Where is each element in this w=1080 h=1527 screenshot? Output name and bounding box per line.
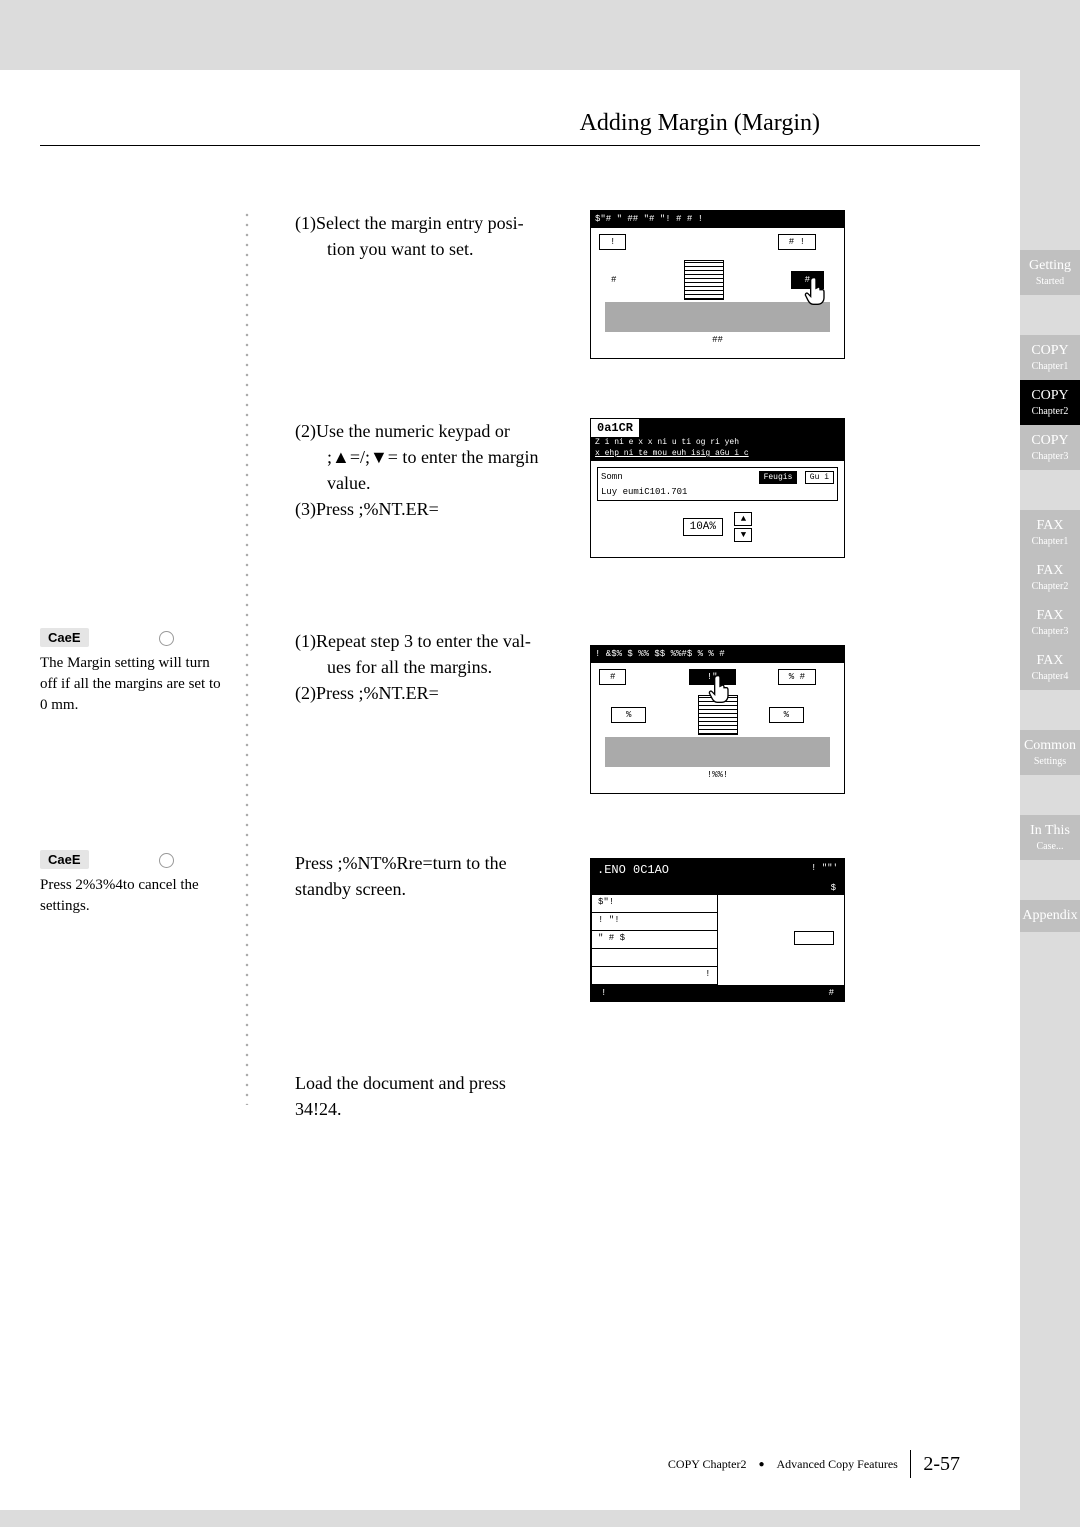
lcd-screen-1: $"# " ## "# "! # # ! ! # ! # # <box>590 210 845 359</box>
nav-tab-appendix-[interactable]: Appendix <box>1020 900 1080 932</box>
step-block-5: Load the document and press 34!24. <box>295 1070 805 1122</box>
nav-tab-main: COPY <box>1020 433 1080 449</box>
lcd-screen-4: .ENO 0C1AO ! ""' $ $"! ! "! " # $ ! <box>590 858 845 1002</box>
lcd4-title: .ENO 0C1AO <box>597 863 669 877</box>
lcd4-footer-right: # <box>829 988 834 998</box>
lcd1-right-button: # <box>791 271 824 289</box>
nav-tab-common-settings[interactable]: Common Settings <box>1020 730 1080 775</box>
lcd3-mid-button: !" <box>689 669 736 685</box>
lcd1-gray-strip <box>605 302 830 332</box>
lcd1-header: $"# " ## "# "! # # ! <box>591 211 844 228</box>
lcd4-row-1: ! "! <box>591 913 718 931</box>
note2-label: CaeE <box>40 850 89 869</box>
nav-tab-main: FAX <box>1020 653 1080 669</box>
nav-tabs-rail: GettingStartedCOPYChapter1COPYChapter2CO… <box>1020 250 1080 932</box>
lcd3-header: ! &$% $ %% $$ %%#$ % % # <box>591 646 844 663</box>
lcd1-tab-left: ! <box>599 234 626 250</box>
lcd3-bottom: !%%! <box>605 767 830 783</box>
footer-bullet-icon: ● <box>758 1459 764 1470</box>
lcd1-tab-right: # ! <box>778 234 816 250</box>
down-arrow-icon: ▼ <box>734 528 752 542</box>
nav-tab-main: FAX <box>1020 608 1080 624</box>
lcd3-tab-left: # <box>599 669 626 685</box>
lcd4-row-0: $"! <box>591 895 718 913</box>
lcd2-row2: Luy eumiC101.701 <box>601 487 834 497</box>
nav-tab-sub: Chapter2 <box>1020 406 1080 417</box>
lcd1-left-label: # <box>611 275 616 285</box>
nav-tab-sub: Chapter1 <box>1020 536 1080 547</box>
nav-tab-copy-chapter3[interactable]: COPY Chapter3 <box>1020 425 1080 470</box>
lcd2-header: 0a1CR Z i ni e x x ni u ti og ri yeh x e… <box>591 419 844 461</box>
note2-text: Press 2%3%4to cancel the settings. <box>40 875 230 917</box>
step5-line2: 34!24. <box>295 1096 805 1122</box>
page-title: Adding Margin (Margin) <box>580 110 820 137</box>
lcd4-footer-left: ! <box>601 988 606 998</box>
lcd4-small-box <box>794 931 834 945</box>
lcd-screen-2: 0a1CR Z i ni e x x ni u ti og ri yeh x e… <box>590 418 845 558</box>
title-rule <box>40 145 980 146</box>
sidebar-note-1: CaeE The Margin setting will turn off if… <box>40 628 230 716</box>
nav-tab-main: COPY <box>1020 388 1080 404</box>
lcd2-value: 10A% <box>683 518 723 536</box>
note1-text: The Margin setting will turn off if all … <box>40 653 230 716</box>
nav-tab-fax-chapter4[interactable]: FAX Chapter4 <box>1020 645 1080 690</box>
lcd-screen-3: ! &$% $ %% $$ %%#$ % % # # !" % # % <box>590 645 845 794</box>
lcd4-top-right: ! ""' <box>811 863 838 877</box>
note-circle-icon <box>159 853 174 868</box>
footer-page-number: 2-57 <box>923 1453 960 1476</box>
nav-tab-fax-chapter1[interactable]: FAX Chapter1 <box>1020 510 1080 555</box>
hand-pointer-icon <box>706 673 734 705</box>
footer-chapter: COPY Chapter2 <box>668 1457 747 1472</box>
nav-tab-copy-chapter2[interactable]: COPY Chapter2 <box>1020 380 1080 425</box>
nav-tab-main: FAX <box>1020 563 1080 579</box>
lcd3-tab-right: % # <box>778 669 816 685</box>
lcd2-sub2: x ehp ni te mou euh isig aGu i c <box>591 449 844 461</box>
nav-tab-fax-chapter3[interactable]: FAX Chapter3 <box>1020 600 1080 645</box>
nav-tab-main: Appendix <box>1020 908 1080 924</box>
lcd2-row1-left: Somn <box>601 472 623 482</box>
nav-tab-main: Getting <box>1020 258 1080 274</box>
sidebar-note-2: CaeE Press 2%3%4to cancel the settings. <box>40 850 230 917</box>
up-arrow-icon: ▲ <box>734 512 752 526</box>
lcd2-btn-2: Gu i <box>805 471 834 484</box>
lcd4-subheader: $ <box>591 881 844 895</box>
page-footer: COPY Chapter2 ● Advanced Copy Features 2… <box>668 1450 960 1478</box>
nav-tab-sub: Chapter2 <box>1020 581 1080 592</box>
nav-tab-sub: Chapter3 <box>1020 626 1080 637</box>
nav-tab-main: In This <box>1020 823 1080 839</box>
nav-tab-in-this-case-[interactable]: In This Case... <box>1020 815 1080 860</box>
nav-tab-fax-chapter2[interactable]: FAX Chapter2 <box>1020 555 1080 600</box>
lcd3-left-label: % <box>611 707 646 723</box>
lcd3-gray-strip <box>605 737 830 767</box>
note-circle-icon <box>159 631 174 646</box>
nav-tab-copy-chapter1[interactable]: COPY Chapter1 <box>1020 335 1080 380</box>
nav-tab-sub: Case... <box>1020 841 1080 852</box>
nav-tab-sub: Settings <box>1020 756 1080 767</box>
lcd2-sub1: Z i ni e x x ni u ti og ri yeh <box>591 437 844 449</box>
nav-tab-sub: Chapter4 <box>1020 671 1080 682</box>
nav-tab-sub: Chapter1 <box>1020 361 1080 372</box>
hand-pointer-icon <box>802 275 830 307</box>
nav-tab-sub: Started <box>1020 276 1080 287</box>
doc-stack-icon <box>684 260 724 300</box>
lcd2-title: 0a1CR <box>591 419 639 437</box>
vertical-dotted-divider <box>245 210 249 1105</box>
nav-tab-main: FAX <box>1020 518 1080 534</box>
nav-tab-getting-started[interactable]: Getting Started <box>1020 250 1080 295</box>
lcd4-row-4: ! <box>591 967 718 985</box>
nav-tab-main: COPY <box>1020 343 1080 359</box>
nav-tab-sub: Chapter3 <box>1020 451 1080 462</box>
footer-divider <box>910 1450 912 1478</box>
lcd4-row-3 <box>591 949 718 967</box>
lcd3-right-label: % <box>769 707 804 723</box>
lcd2-btn-1: Feugis <box>759 471 798 484</box>
lcd4-row-2: " # $ <box>591 931 718 949</box>
footer-section: Advanced Copy Features <box>777 1457 898 1472</box>
lcd4-header: .ENO 0C1AO ! ""' <box>591 859 844 881</box>
note1-label: CaeE <box>40 628 89 647</box>
nav-tab-main: Common <box>1020 738 1080 754</box>
step5-line1: Load the document and press <box>295 1070 805 1096</box>
lcd1-bottom: ## <box>605 332 830 348</box>
